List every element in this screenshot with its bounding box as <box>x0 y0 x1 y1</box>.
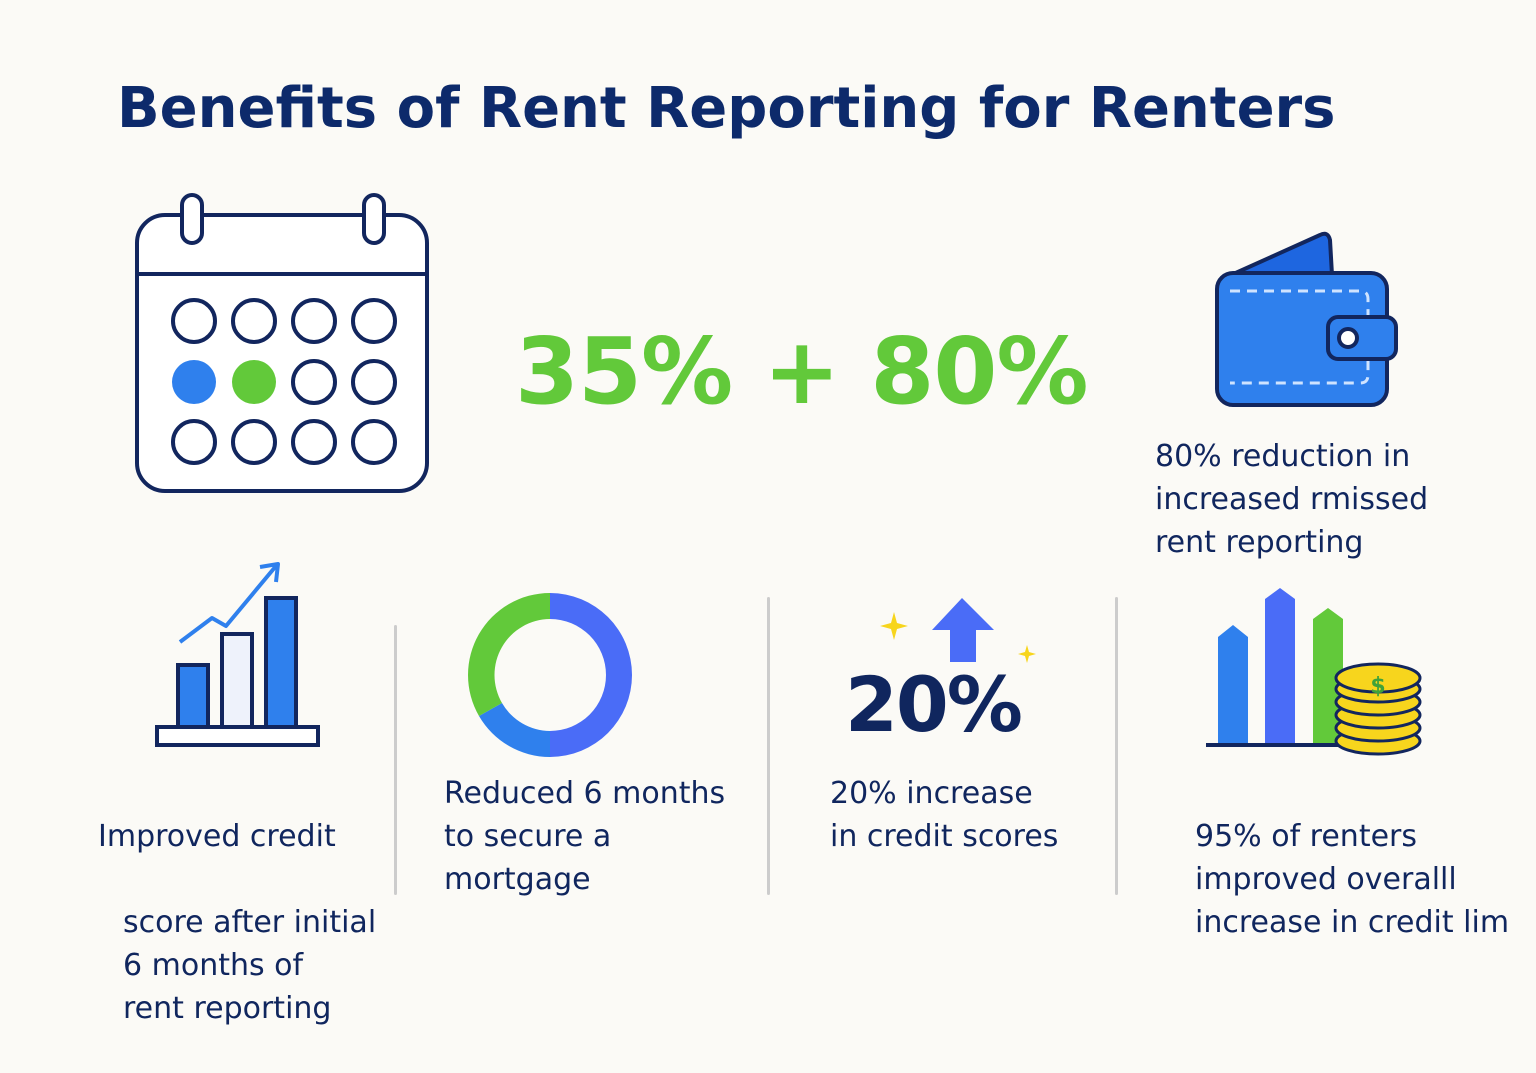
coin-symbol: $ <box>1370 674 1385 699</box>
bars-coins-icon: $ <box>1206 588 1422 756</box>
wallet-caption: 80% reduction in increased rmissed rent … <box>1155 439 1429 560</box>
divider <box>767 597 770 895</box>
divider <box>1115 597 1118 895</box>
bar-chart-trend-icon <box>155 562 320 747</box>
card-caption: Improved credit score after initial 6 mo… <box>98 819 377 1026</box>
stat-value: 20% <box>845 660 1023 749</box>
card-caption: Reduced 6 months to secure a mortgage <box>444 776 726 897</box>
wallet-icon <box>1215 231 1398 407</box>
headline-stat: 35% + 80% <box>515 318 1089 425</box>
card-caption: 95% of renters improved overalll increas… <box>1195 819 1510 940</box>
up-arrow-sparkle-icon <box>880 598 1036 663</box>
calendar-icon <box>135 193 429 493</box>
card-caption: 20% increase in credit scores <box>830 776 1059 854</box>
donut-chart-icon <box>468 593 632 757</box>
divider <box>394 625 397 895</box>
page-title: Benefits of Rent Reporting for Renters <box>117 76 1336 141</box>
